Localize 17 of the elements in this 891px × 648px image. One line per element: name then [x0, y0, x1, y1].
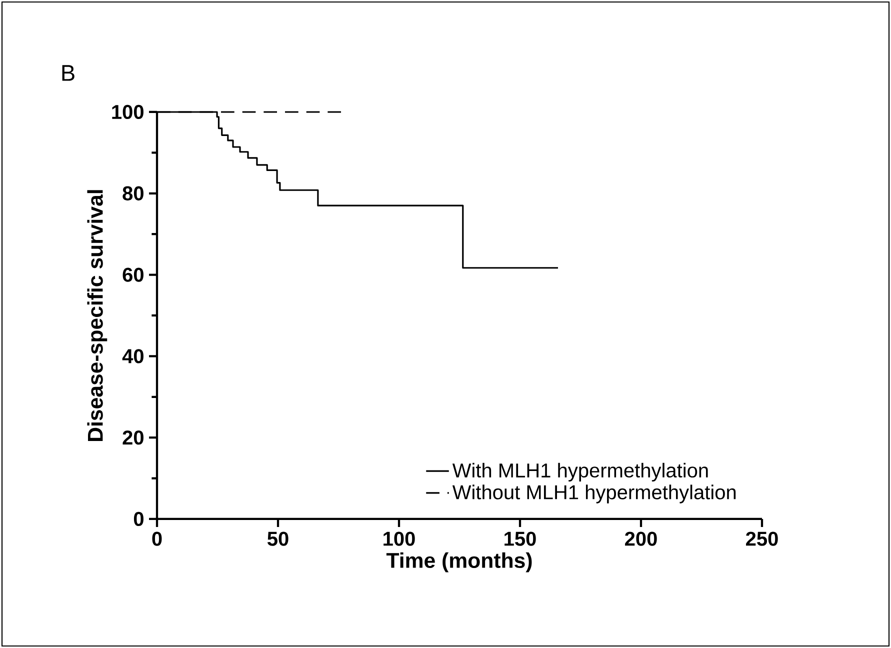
y-axis-title: Disease-specific survival [87, 190, 108, 441]
y-tick-label: 20 [122, 430, 144, 445]
legend-label: Without MLH1 hypermethylation [452, 484, 736, 504]
x-axis-title: Time (months) [386, 552, 532, 572]
y-tick-label: 40 [122, 349, 144, 364]
text: B [62, 65, 74, 81]
x-tick-label: 50 [267, 532, 288, 546]
x-tick-label: 0 [152, 532, 162, 546]
x-tick-label: 250 [746, 532, 778, 546]
x-tick-label: 200 [625, 532, 657, 546]
legend-label: With MLH1 hypermethylation [452, 462, 708, 482]
x-tick-label: 100 [384, 532, 415, 546]
y-tick-label: 0 [134, 512, 144, 526]
x-tick-label: 150 [504, 532, 536, 546]
y-tick-label: 60 [122, 268, 144, 282]
y-tick-label: 80 [122, 186, 144, 200]
y-tick-label: 100 [112, 104, 144, 120]
